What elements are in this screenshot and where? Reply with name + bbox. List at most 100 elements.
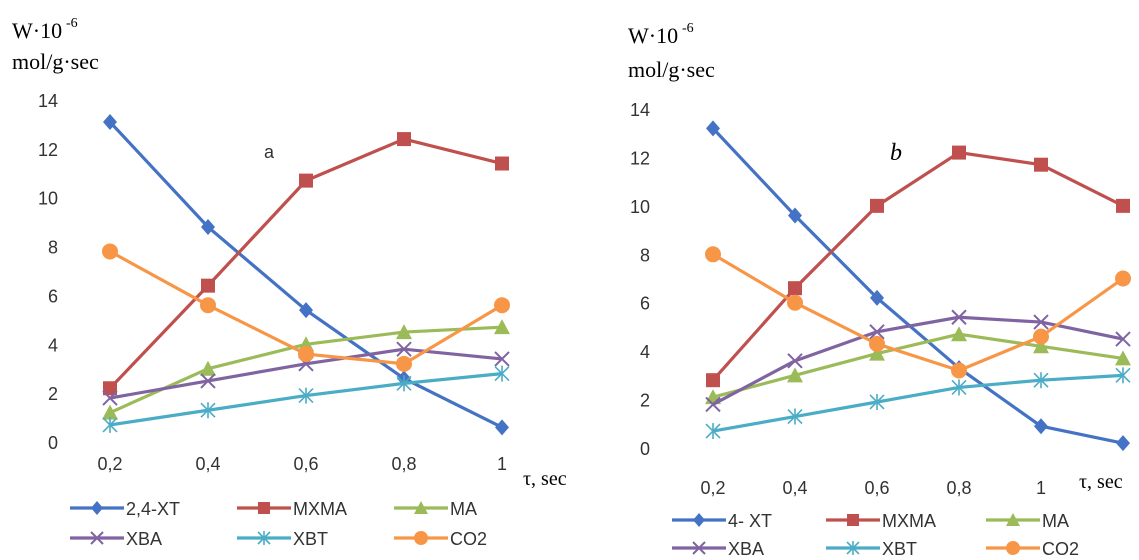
panel-b-series-xba-point xyxy=(951,309,967,325)
panel-b-series-co2-point xyxy=(705,246,721,263)
panel-b-series-xba-point xyxy=(705,396,721,413)
panel-a-legend-item-label: MA xyxy=(450,499,477,519)
panel-a-legend-item-label: CO2 xyxy=(450,529,487,549)
panel-b-series-ma-point xyxy=(787,367,803,383)
panel-b-xtick-label: 0,8 xyxy=(946,478,971,498)
panel-b-ylabel-line1: W·10 xyxy=(628,23,678,48)
panel-b-series-xbt-point xyxy=(869,393,885,410)
panel-b-label: b xyxy=(890,140,902,166)
panel-a-series-xbt-point xyxy=(200,402,216,419)
panel-a-xtick-label: 0,2 xyxy=(97,454,122,474)
panel-a-series-2-4-xt-point xyxy=(201,219,215,236)
panel-b-legend-item: MA xyxy=(986,511,1069,531)
panel-b-ylabel-line2: mol/g·sec xyxy=(628,57,715,82)
panel-b-series-xba-point-stroke xyxy=(787,353,803,369)
panel-b-ytick-label: 12 xyxy=(630,148,650,168)
panel-a-series-xba-point-stroke xyxy=(200,373,216,389)
panel-a-series-2-4-xt-line xyxy=(108,120,503,429)
panel-a-series-xbt-point xyxy=(396,375,412,392)
panel-b-legend-item-label: MXMA xyxy=(882,511,936,531)
panel-a-legend-item: MXMA xyxy=(237,499,347,519)
panel-a-series-xbt-point xyxy=(494,365,510,382)
panel-a-ytick-label: 14 xyxy=(38,91,58,111)
panel-a-series-2-4-xt-point xyxy=(495,419,509,436)
panel-a-ytick-label: 0 xyxy=(48,433,58,453)
panel-b-legend-item: 4- XT xyxy=(672,511,772,531)
panel-b-ytick-label: 14 xyxy=(630,100,650,120)
panel-b-series-xba-point xyxy=(1115,331,1131,347)
panel-b-series-mxma-point xyxy=(952,145,966,160)
panel-b-series-mxma-point xyxy=(1034,157,1048,172)
panel-a-xtick-label: 1 xyxy=(497,454,507,474)
panel-b-series-xbt-point xyxy=(705,423,721,440)
panel-a-series-mxma-point xyxy=(397,132,411,147)
panel-b-series-xbt-point xyxy=(1115,367,1131,384)
panel-b-ylabel-exponent: -6 xyxy=(682,21,694,36)
panel-a-xtick-label: 0,8 xyxy=(391,454,416,474)
panel-b-series-ma-line xyxy=(712,332,1124,399)
panel-b-legend-item: XBA xyxy=(672,539,764,559)
panel-b-series-xba-point-stroke xyxy=(705,396,721,413)
panel-a-legend-item-swatch-marker xyxy=(91,501,103,515)
panel-a-ytick-label: 12 xyxy=(38,140,58,160)
panel-a-series-ma-point xyxy=(102,404,118,420)
panel-a-series-xbt-point xyxy=(298,387,314,404)
panel-b-series-mxma-point xyxy=(1116,198,1130,213)
panel-a-ytick-label: 4 xyxy=(48,335,58,355)
panel-b-series-ma-point xyxy=(951,326,967,342)
panel-a-series-xba-point-stroke xyxy=(396,341,412,357)
panel-a-series-xbt-point xyxy=(102,416,118,433)
panel-a-ylabel-line1: W·10 xyxy=(12,18,62,43)
panel-b-series-xba-line xyxy=(712,315,1124,406)
panel-a-series-xba-point xyxy=(494,351,510,367)
panel-b-series-mxma-point xyxy=(870,198,884,213)
panel-b-legend-item-label: XBT xyxy=(882,539,917,559)
panel-b-series-ma-point xyxy=(1115,350,1131,366)
panel-b-plot: 0 2 4 6 8 10 12 14 0,2 0,4 0,6 0,8 1 4- XT MXMA MA XBA XB… xyxy=(630,100,1131,559)
panel-b-series-co2-point xyxy=(787,294,803,311)
panel-b-series-xbt-point xyxy=(1033,372,1049,389)
panel-b-series-xba-point xyxy=(869,324,885,340)
panel-a-series-ma-point xyxy=(396,324,412,340)
panel-b-ytick-label: 6 xyxy=(640,294,650,314)
panel-a-series-2-4-xt-point xyxy=(103,113,117,130)
panel-b-series-xba-point xyxy=(787,353,803,369)
panel-a-xlabel: τ, sec xyxy=(523,468,567,490)
panel-b: W·10 -6 mol/g·sec b τ, sec xyxy=(628,21,1123,493)
panel-b-series-co2-point xyxy=(1033,328,1049,345)
panel-b-ytick-label: 4 xyxy=(640,342,650,362)
panel-b-series-4-xt-point xyxy=(870,289,884,306)
panel-a-legend-item-label: 2,4-XT xyxy=(126,499,180,519)
panel-a-series-mxma-point xyxy=(103,381,117,396)
panel-b-legend-item-label: MA xyxy=(1042,511,1069,531)
panel-a-legend-item-label: XBA xyxy=(126,529,162,549)
panel-b-series-mxma-line xyxy=(711,150,1124,382)
panel-a: W·10 -6 mol/g·sec a τ, sec xyxy=(12,16,567,490)
panel-b-legend-item-label: 4- XT xyxy=(728,511,772,531)
panel-b-xtick-label: 0,4 xyxy=(782,478,807,498)
panel-a-ytick-label: 10 xyxy=(38,189,58,209)
panel-a-series-mxma-point xyxy=(201,278,215,293)
panel-b-series-xbt-point xyxy=(951,379,967,396)
panel-a-ytick-label: 8 xyxy=(48,238,58,258)
panel-a-series-mxma-point xyxy=(495,156,509,171)
panel-a-series-mxma-point xyxy=(299,173,313,188)
panel-a-legend-item: CO2 xyxy=(394,529,487,549)
panel-b-series-4-xt-point xyxy=(706,120,720,137)
panel-b-series-co2-point xyxy=(869,335,885,352)
panel-b-legend-item-swatch-marker xyxy=(847,514,859,526)
panel-b-legend-item-swatch-marker-stroke xyxy=(692,541,706,555)
panel-b-legend-item-swatch-marker xyxy=(1006,513,1020,526)
panel-b-series-xba-point-stroke xyxy=(1033,314,1049,330)
panel-a-series-co2-point xyxy=(102,243,118,260)
panel-a-series-co2-point xyxy=(494,297,510,314)
panel-b-series-xbt-line xyxy=(712,373,1124,433)
panel-a-series-xba-point xyxy=(200,373,216,389)
panel-b-series-xba-point-stroke xyxy=(1115,331,1131,347)
panel-a-xtick-label: 0,4 xyxy=(195,454,220,474)
panel-b-series-xba-point-stroke xyxy=(951,309,967,325)
panel-b-legend-item-swatch-marker xyxy=(692,541,706,555)
panel-b-xtick-label: 1 xyxy=(1036,478,1046,498)
panel-a-series-xba-point xyxy=(102,390,118,406)
